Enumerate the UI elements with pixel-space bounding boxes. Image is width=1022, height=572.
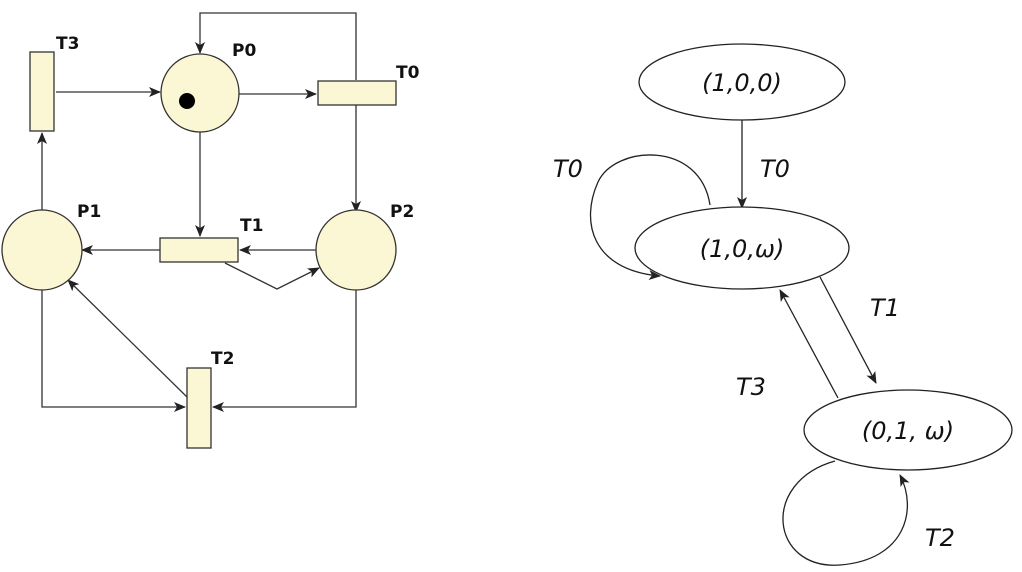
place-p2-label: P2 [390,202,414,222]
arc-t0-p0-loop [195,12,357,80]
edge-n1-n2 [819,276,877,384]
place-p1-label: P1 [77,202,101,222]
state-node-n0[interactable]: (1,0,0) [638,43,846,121]
arc-p2-t2 [212,289,357,412]
transition-t1[interactable]: T1 [159,216,263,263]
transition-t0[interactable]: T0 [317,63,420,106]
edge-n2-loop-label: T2 [925,524,955,552]
place-p1[interactable]: P1 [1,202,101,291]
edge-n2-self-loop [782,460,910,566]
transition-t3-label: T3 [56,34,79,54]
arc-t1-p2 [224,262,320,290]
transition-t0-label: T0 [396,63,420,83]
petri-net: P0 P1 P2 T0 T1 T2 T3 [1,12,420,449]
place-p0[interactable]: P0 [160,41,256,133]
edge-n2-n1-label: T3 [736,373,766,401]
place-p2[interactable]: P2 [315,202,414,291]
state-node-n1-label: (1,0,ω) [700,235,785,263]
arc-p1-t2 [41,289,186,412]
token [179,93,195,109]
edge-n1-n2-label: T1 [870,294,900,322]
arc-t2-p1 [67,279,188,398]
state-node-n1[interactable]: (1,0,ω) [634,206,850,290]
state-node-n0-label: (1,0,0) [702,69,782,97]
transition-t2-label: T2 [211,349,234,369]
edge-n1-loop-label: T0 [553,155,583,183]
state-node-n2[interactable]: (0,1, ω) [803,389,1013,471]
state-node-n2-label: (0,1, ω) [862,417,954,445]
transition-t3[interactable]: T3 [29,34,79,132]
edge-n1-self-loop [590,154,711,281]
transition-t1-label: T1 [240,216,263,236]
edge-n0-n1-label: T0 [760,155,790,183]
edge-n2-n1 [779,289,839,399]
place-p0-label: P0 [232,41,256,61]
transition-t2[interactable]: T2 [186,349,234,449]
coverability-graph: (1,0,0) (1,0,ω) (0,1, ω) T0 T0 T1 T3 T2 [553,43,1013,566]
